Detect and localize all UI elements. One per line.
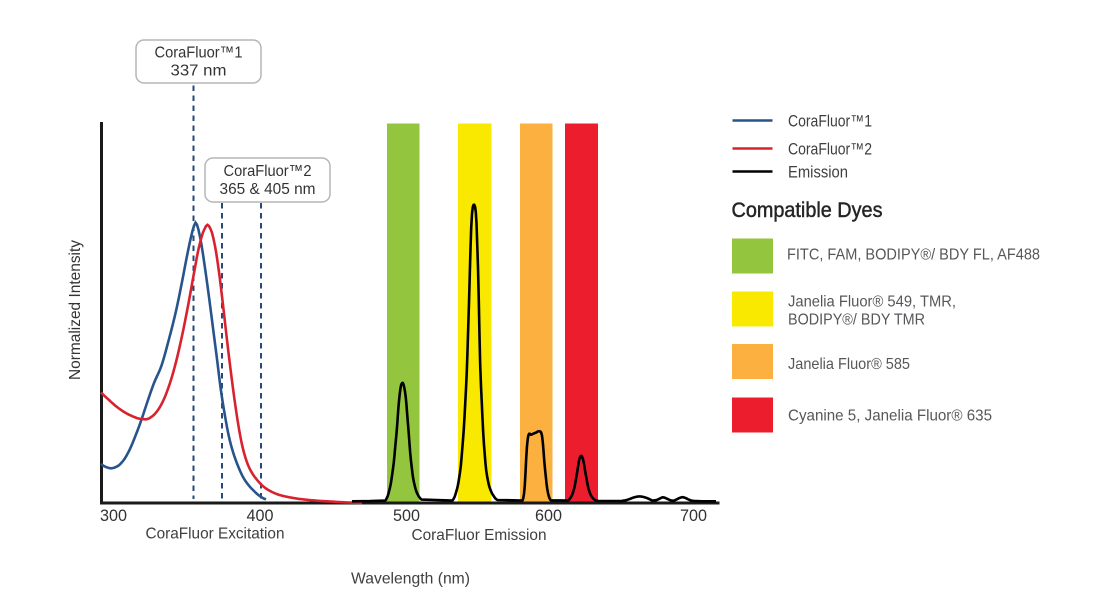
svg-text:BODIPY®/ BDY TMR: BODIPY®/ BDY TMR [788, 311, 925, 328]
svg-text:300: 300 [100, 506, 127, 525]
svg-text:365 & 405 nm: 365 & 405 nm [220, 181, 316, 198]
svg-text:CoraFluor Emission: CoraFluor Emission [412, 527, 547, 544]
svg-text:CoraFluor™1: CoraFluor™1 [155, 45, 243, 62]
svg-text:CoraFluor™2: CoraFluor™2 [788, 141, 872, 159]
svg-text:Janelia Fluor® 549, TMR,: Janelia Fluor® 549, TMR, [788, 293, 956, 310]
svg-text:CoraFluor Excitation: CoraFluor Excitation [146, 526, 285, 543]
svg-text:Emission: Emission [788, 164, 848, 182]
svg-text:500: 500 [393, 506, 420, 525]
svg-text:CoraFluor™1: CoraFluor™1 [788, 113, 872, 131]
svg-text:600: 600 [535, 506, 562, 525]
svg-text:400: 400 [247, 506, 274, 525]
svg-text:Wavelength (nm): Wavelength (nm) [351, 571, 470, 588]
svg-text:CoraFluor™2: CoraFluor™2 [224, 163, 312, 180]
svg-text:Janelia Fluor® 585: Janelia Fluor® 585 [788, 356, 910, 373]
svg-text:FITC, FAM, BODIPY®/ BDY FL, AF: FITC, FAM, BODIPY®/ BDY FL, AF488 [787, 247, 1040, 264]
svg-text:Cyanine 5, Janelia Fluor® 635: Cyanine 5, Janelia Fluor® 635 [788, 408, 992, 425]
svg-text:337 nm: 337 nm [171, 63, 227, 80]
svg-text:Compatible Dyes: Compatible Dyes [732, 198, 883, 222]
svg-text:700: 700 [680, 506, 707, 525]
svg-text:Normalized Intensity: Normalized Intensity [67, 240, 84, 380]
